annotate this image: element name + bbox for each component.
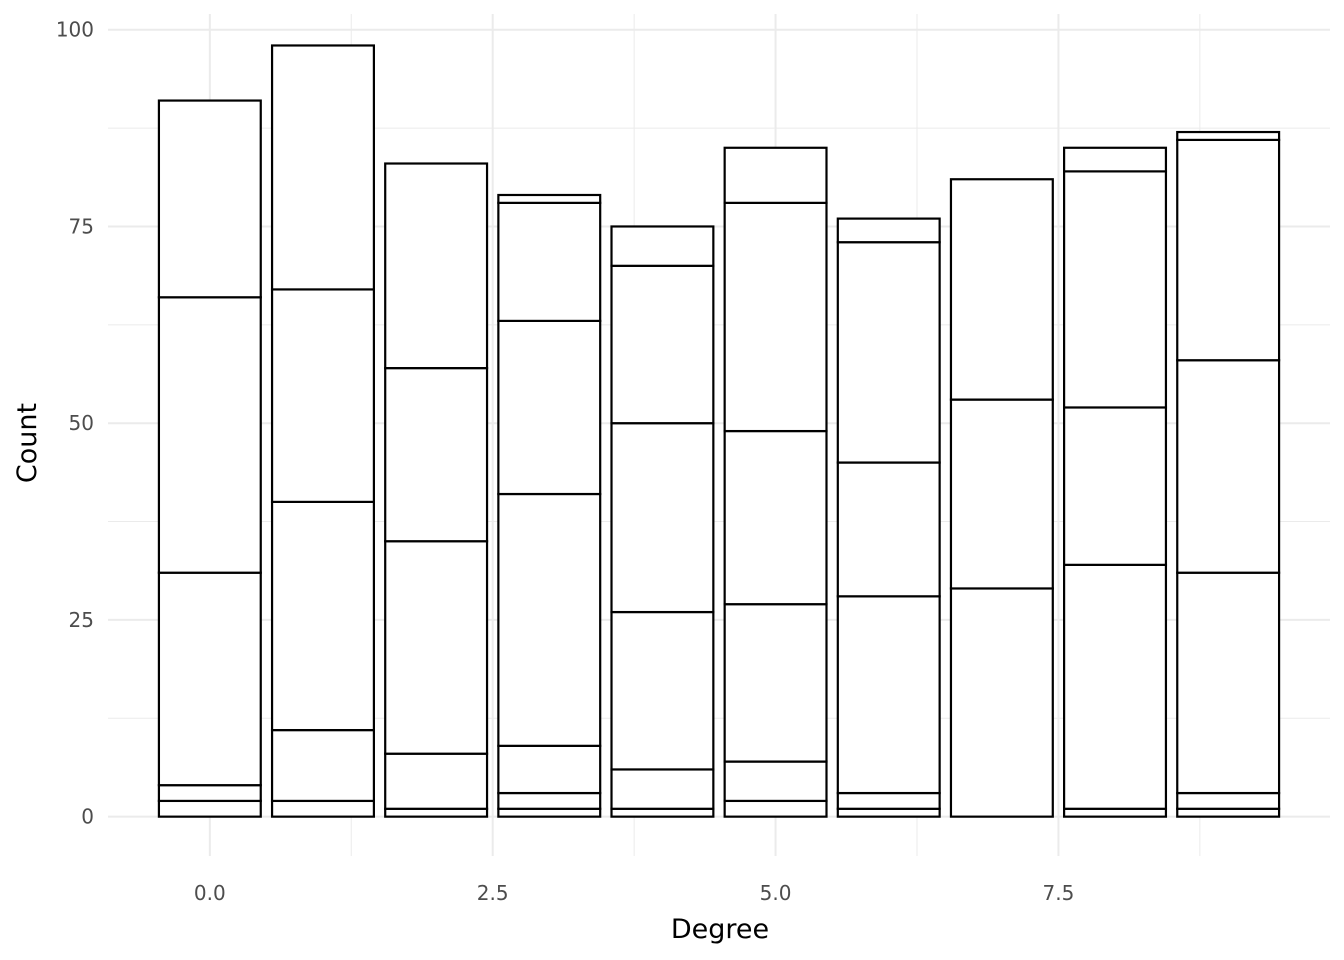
bar-segment-3-0 bbox=[497, 807, 602, 818]
bar-segment-9-1 bbox=[1176, 791, 1281, 810]
bar-segment-8-3 bbox=[1063, 170, 1168, 409]
bar-segment-9-0 bbox=[1176, 807, 1281, 818]
x-axis-title: Degree bbox=[671, 914, 769, 945]
bar-segment-0-4 bbox=[157, 99, 262, 299]
bar-segment-9-5 bbox=[1176, 130, 1281, 142]
bar-segment-1-2 bbox=[270, 500, 375, 732]
bar-segment-4-3 bbox=[610, 422, 715, 614]
bar-segment-2-1 bbox=[384, 752, 489, 810]
bar-segment-8-2 bbox=[1063, 406, 1168, 566]
y-tick-label: 0 bbox=[81, 805, 94, 829]
bar-segment-4-5 bbox=[610, 225, 715, 267]
bar-segment-6-2 bbox=[836, 595, 941, 795]
bar-segment-6-4 bbox=[836, 241, 941, 464]
bar-segment-3-4 bbox=[497, 319, 602, 496]
bar-segment-8-4 bbox=[1063, 146, 1168, 173]
bar-segment-6-0 bbox=[836, 807, 941, 818]
bar-segment-1-3 bbox=[270, 288, 375, 503]
bar-segment-3-6 bbox=[497, 193, 602, 204]
bar-segment-9-4 bbox=[1176, 138, 1281, 362]
bar-segment-6-3 bbox=[836, 461, 941, 598]
x-tick-label: 5.0 bbox=[760, 881, 792, 905]
y-tick-label: 50 bbox=[69, 411, 94, 435]
x-tick-label: 7.5 bbox=[1043, 881, 1075, 905]
bar-segment-9-2 bbox=[1176, 571, 1281, 795]
bar-segment-0-3 bbox=[157, 296, 262, 574]
bar-segment-5-3 bbox=[723, 429, 828, 606]
bar-segment-8-1 bbox=[1063, 563, 1168, 810]
bar-segment-0-1 bbox=[157, 784, 262, 803]
bar-segment-2-3 bbox=[384, 367, 489, 543]
bar-segment-0-2 bbox=[157, 571, 262, 787]
bar-segment-5-0 bbox=[723, 799, 828, 818]
y-tick-label: 25 bbox=[69, 608, 94, 632]
bar-segment-7-1 bbox=[949, 398, 1054, 590]
bar-segment-4-4 bbox=[610, 264, 715, 425]
y-tick-label: 100 bbox=[56, 18, 94, 42]
tick-labels: 0 25 50 75 100 0.0 2.5 5.0 7.5 bbox=[56, 18, 1075, 905]
bar-segment-4-2 bbox=[610, 610, 715, 771]
bar-segment-3-5 bbox=[497, 201, 602, 322]
bar-segment-7-0 bbox=[949, 587, 1054, 818]
bar-segment-3-3 bbox=[497, 492, 602, 747]
y-tick-label: 75 bbox=[69, 214, 94, 238]
bar-segment-2-2 bbox=[384, 540, 489, 755]
bar-segment-8-0 bbox=[1063, 807, 1168, 818]
bar-segment-5-1 bbox=[723, 760, 828, 803]
bar-segment-3-1 bbox=[497, 791, 602, 810]
bar-segment-0-0 bbox=[157, 799, 262, 818]
bar-segment-4-1 bbox=[610, 768, 715, 810]
bar-segment-5-4 bbox=[723, 201, 828, 433]
bars bbox=[157, 44, 1281, 818]
bar-segment-2-0 bbox=[384, 807, 489, 818]
bar-segment-6-1 bbox=[836, 791, 941, 810]
bar-segment-1-0 bbox=[270, 799, 375, 818]
x-tick-label: 2.5 bbox=[477, 881, 509, 905]
bar-segment-4-0 bbox=[610, 807, 715, 818]
bar-segment-1-1 bbox=[270, 728, 375, 803]
bar-segment-9-3 bbox=[1176, 359, 1281, 574]
bar-segment-1-4 bbox=[270, 44, 375, 291]
bar-segment-5-2 bbox=[723, 603, 828, 763]
bar-segment-5-5 bbox=[723, 146, 828, 204]
bar-segment-2-4 bbox=[384, 162, 489, 370]
bar-segment-7-2 bbox=[949, 178, 1054, 401]
y-axis-title: Count bbox=[12, 403, 43, 483]
bar-segment-6-5 bbox=[836, 217, 941, 244]
bar-segment-3-2 bbox=[497, 744, 602, 795]
x-tick-label: 0.0 bbox=[194, 881, 226, 905]
